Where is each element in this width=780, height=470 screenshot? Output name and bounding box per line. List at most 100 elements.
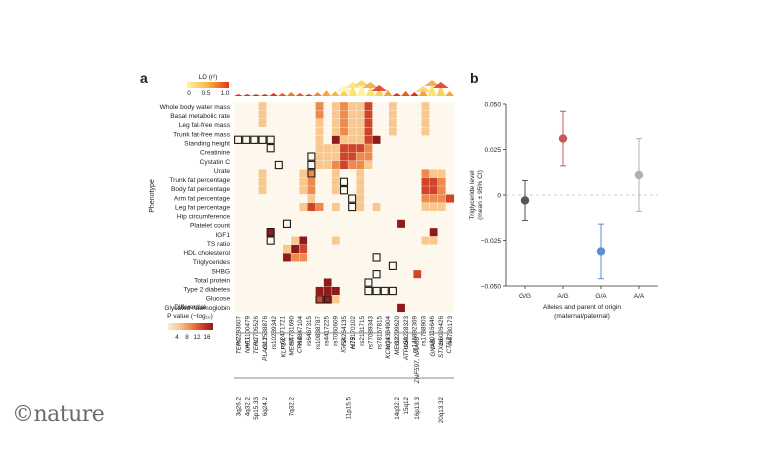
heatmap-cell bbox=[421, 160, 430, 170]
heatmap-cell bbox=[347, 244, 357, 254]
heatmap-cell bbox=[347, 227, 357, 237]
heatmap-cell bbox=[437, 101, 447, 111]
pvalue-tick-label: 16 bbox=[203, 334, 211, 341]
heatmap-cell bbox=[299, 303, 308, 313]
heatmap-cell bbox=[282, 269, 292, 279]
heatmap-cell bbox=[266, 202, 276, 212]
heatmap-cell bbox=[437, 118, 447, 128]
heatmap-cell bbox=[413, 295, 422, 304]
heatmap-cell bbox=[380, 295, 390, 304]
heatmap-cell bbox=[299, 152, 308, 162]
heatmap-cell bbox=[437, 202, 447, 212]
heatmap-cell bbox=[307, 143, 316, 153]
heatmap-cell bbox=[299, 185, 308, 195]
heatmap-cell bbox=[290, 261, 300, 271]
heatmap-cell bbox=[356, 118, 365, 128]
heatmap-cell bbox=[323, 261, 333, 271]
significant-cell-outline bbox=[266, 135, 275, 144]
ld-triangle bbox=[234, 94, 243, 96]
significant-cell-outline bbox=[307, 152, 316, 161]
heatmap-cell bbox=[413, 194, 422, 204]
heatmap-cell bbox=[413, 244, 422, 254]
locus-gene-label: MEG3 bbox=[394, 337, 401, 355]
significant-cell-outline bbox=[307, 169, 316, 178]
heatmap-cell bbox=[380, 261, 390, 271]
heatmap-cell bbox=[364, 219, 373, 229]
heatmap-cell bbox=[429, 143, 439, 153]
heatmap-cell bbox=[282, 118, 292, 128]
heatmap-cell bbox=[323, 219, 333, 229]
heatmap-cell bbox=[413, 278, 422, 288]
heatmap-cell bbox=[250, 118, 259, 128]
ld-triangle bbox=[242, 94, 252, 96]
heatmap-cell bbox=[437, 135, 447, 145]
heatmap-cell bbox=[250, 110, 259, 120]
heatmap-cell bbox=[396, 227, 406, 237]
heatmap-cell bbox=[364, 236, 373, 246]
heatmap-cell bbox=[274, 101, 284, 111]
ld-triangle bbox=[313, 92, 322, 96]
heatmap-cell bbox=[445, 177, 455, 187]
heatmap-cell bbox=[241, 278, 251, 288]
heatmap-cell bbox=[372, 295, 382, 304]
heatmap-cell bbox=[347, 236, 357, 246]
heatmap-cell bbox=[396, 211, 406, 220]
locus-band-label: 20q13.32 bbox=[438, 397, 445, 424]
heatmap-cell bbox=[258, 152, 267, 162]
heatmap-cell bbox=[323, 118, 333, 128]
heatmap-cell bbox=[241, 227, 251, 237]
heatmap-cell bbox=[388, 101, 398, 111]
heatmap-cell bbox=[258, 160, 267, 170]
locus-gene-label: TERC bbox=[253, 337, 260, 355]
heatmap-cell bbox=[266, 211, 276, 220]
heatmap-cell bbox=[331, 194, 341, 204]
heatmap-cell bbox=[388, 211, 398, 220]
heatmap-cell bbox=[372, 160, 382, 170]
heatmap-cell bbox=[413, 219, 422, 229]
heatmap-cell bbox=[315, 177, 324, 187]
heatmap-cell bbox=[396, 160, 406, 170]
significant-cell-outline bbox=[348, 202, 357, 212]
heatmap-cell bbox=[266, 303, 276, 313]
snp-label: rs2131715 bbox=[359, 316, 366, 346]
snp-label: rs7705526 bbox=[253, 316, 260, 346]
heatmap-cell bbox=[421, 269, 430, 279]
heatmap-cell bbox=[258, 244, 267, 254]
heatmap-cell bbox=[266, 269, 276, 279]
heatmap-cell bbox=[404, 118, 414, 128]
heatmap-cell bbox=[421, 261, 430, 271]
heatmap-cell bbox=[241, 127, 251, 136]
snp-label: rs12538876 bbox=[262, 316, 269, 350]
heatmap-cell bbox=[429, 135, 439, 145]
heatmap-cell bbox=[233, 177, 243, 187]
heatmap-cell bbox=[241, 110, 251, 120]
phenotype-label: Leg fat-free mass bbox=[179, 122, 231, 129]
heatmap-cell bbox=[241, 303, 251, 313]
y-axis-label-line2: (mean ± 95% CI) bbox=[477, 170, 484, 220]
heatmap-cell bbox=[356, 127, 365, 136]
heatmap-cell bbox=[445, 101, 455, 111]
heatmap-cell bbox=[364, 143, 373, 153]
heatmap-cell bbox=[396, 286, 406, 296]
heatmap-cell bbox=[388, 219, 398, 229]
mean-point bbox=[634, 170, 644, 180]
heatmap-cell bbox=[258, 253, 267, 262]
heatmap-cell bbox=[339, 135, 349, 145]
heatmap-cell bbox=[274, 110, 284, 120]
phenotype-label: Trunk fat percentage bbox=[169, 177, 230, 184]
heatmap-cell bbox=[331, 135, 341, 145]
heatmap-cell bbox=[421, 244, 430, 254]
heatmap-cell bbox=[258, 286, 267, 296]
heatmap-cell bbox=[241, 152, 251, 162]
heatmap-cell bbox=[396, 110, 406, 120]
heatmap-cell bbox=[437, 236, 447, 246]
heatmap-cell bbox=[290, 160, 300, 170]
heatmap-cell bbox=[421, 143, 430, 153]
heatmap-cell bbox=[241, 286, 251, 296]
heatmap-cell bbox=[233, 236, 243, 246]
heatmap-cell bbox=[445, 194, 455, 204]
heatmap-cell bbox=[282, 286, 292, 296]
heatmap-cell bbox=[315, 160, 324, 170]
heatmap-cell bbox=[282, 303, 292, 313]
heatmap-cell bbox=[404, 295, 414, 304]
